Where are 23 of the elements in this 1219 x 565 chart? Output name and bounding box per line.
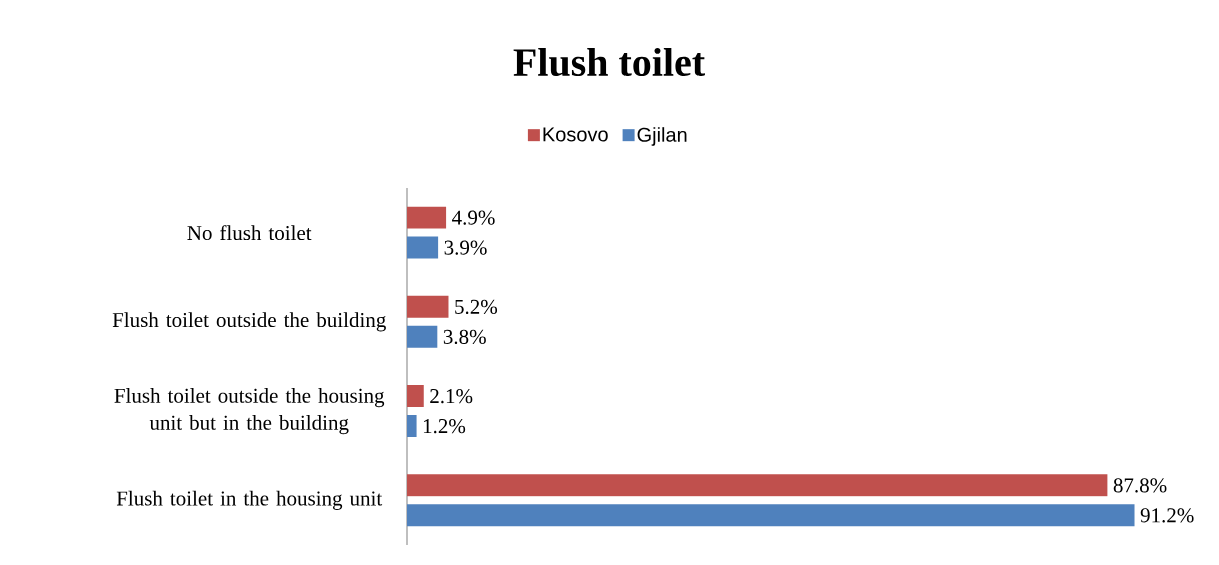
data-label: 4.9% <box>452 210 495 225</box>
bar <box>407 385 424 408</box>
y-tick-label: No flush toilet <box>187 225 312 241</box>
bar <box>407 504 1135 527</box>
data-label: 3.8% <box>443 329 486 344</box>
bar <box>407 415 417 438</box>
bar <box>407 236 439 259</box>
data-label: 2.1% <box>430 389 473 404</box>
bar <box>407 325 438 348</box>
data-label: 87.8% <box>1113 478 1167 493</box>
chart-title: Flush toilet <box>513 47 705 77</box>
legend-label: Kosovo <box>543 127 608 142</box>
y-tick-label: Flush toilet outside the housing unit but in the building <box>114 388 385 435</box>
y-tick-label: Flush toilet in the housing unit <box>116 490 383 510</box>
y-tick-label: Flush toilet outside the building <box>112 312 386 332</box>
data-label: 1.2% <box>423 418 466 434</box>
bar <box>407 295 449 318</box>
data-label: 91.2% <box>1140 508 1194 523</box>
data-label: 3.9% <box>444 240 487 255</box>
legend-label: Gjilan <box>637 127 687 146</box>
bar <box>407 474 1108 497</box>
data-label: 5.2% <box>455 299 498 314</box>
bar <box>407 206 447 229</box>
